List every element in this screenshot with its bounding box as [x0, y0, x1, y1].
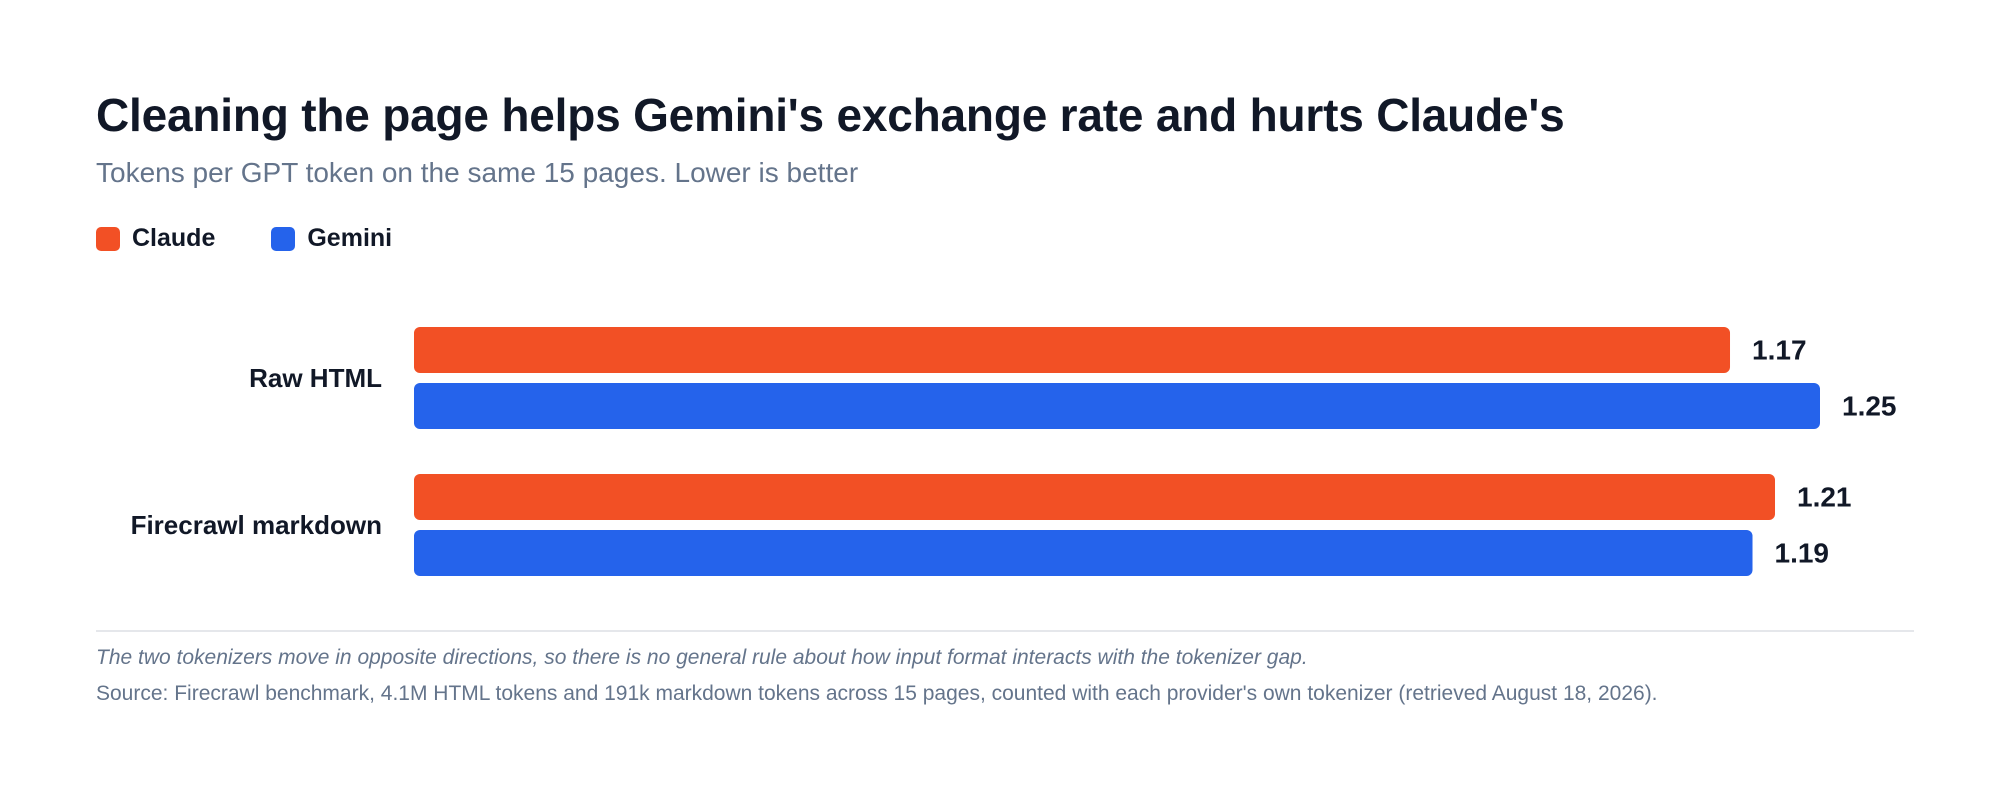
- value-label-gemini-raw-html: 1.25: [1842, 391, 1897, 422]
- bar-chart: Raw HTML 1.17 1.25 Firecrawl markdown 1.21 1.…: [131, 327, 1897, 576]
- chart-title: Cleaning the page helps Gemini's exchang…: [96, 89, 1565, 141]
- bar-gemini-firecrawl-markdown: [414, 530, 1753, 576]
- category-label-firecrawl-markdown: Firecrawl markdown: [131, 510, 382, 540]
- chart-legend: Claude Gemini: [96, 224, 392, 253]
- bar-claude-raw-html: [414, 327, 1731, 373]
- legend-item-gemini: Gemini: [271, 224, 392, 253]
- value-label-gemini-firecrawl-markdown: 1.19: [1775, 538, 1830, 569]
- legend-label-gemini: Gemini: [307, 224, 393, 252]
- legend-swatch-claude: [96, 226, 120, 251]
- footer-note: The two tokenizers move in opposite dire…: [96, 646, 1308, 669]
- legend-label-claude: Claude: [132, 224, 216, 252]
- value-label-claude-firecrawl-markdown: 1.21: [1797, 482, 1852, 513]
- bar-gemini-raw-html: [414, 383, 1820, 429]
- bar-claude-firecrawl-markdown: [414, 474, 1776, 520]
- legend-swatch-gemini: [271, 226, 296, 251]
- category-label-raw-html: Raw HTML: [249, 363, 382, 393]
- chart-subtitle: Tokens per GPT token on the same 15 page…: [96, 157, 859, 188]
- legend-item-claude: Claude: [96, 224, 215, 253]
- value-label-claude-raw-html: 1.17: [1752, 335, 1807, 366]
- source-note: Source: Firecrawl benchmark, 4.1M HTML t…: [96, 682, 1658, 705]
- footer-divider: [96, 630, 1914, 632]
